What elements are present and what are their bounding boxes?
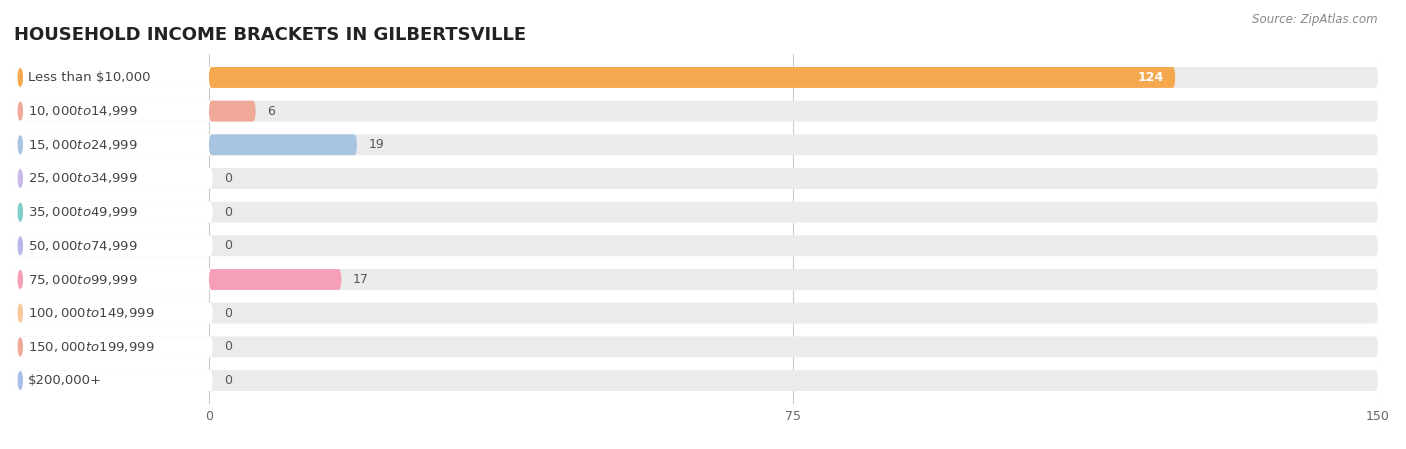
FancyBboxPatch shape [14, 336, 1378, 357]
FancyBboxPatch shape [14, 101, 212, 122]
Circle shape [18, 372, 22, 389]
Text: 19: 19 [368, 138, 384, 151]
Circle shape [18, 304, 22, 322]
FancyBboxPatch shape [14, 336, 212, 357]
Text: 0: 0 [225, 307, 232, 320]
Circle shape [18, 170, 22, 187]
Circle shape [18, 69, 22, 86]
Text: 17: 17 [353, 273, 368, 286]
Text: $150,000 to $199,999: $150,000 to $199,999 [28, 340, 155, 354]
FancyBboxPatch shape [14, 202, 1378, 223]
FancyBboxPatch shape [14, 303, 212, 324]
FancyBboxPatch shape [14, 101, 1378, 122]
FancyBboxPatch shape [14, 67, 212, 88]
Text: $25,000 to $34,999: $25,000 to $34,999 [28, 172, 138, 185]
FancyBboxPatch shape [14, 168, 1378, 189]
Text: 0: 0 [225, 239, 232, 252]
Text: $15,000 to $24,999: $15,000 to $24,999 [28, 138, 138, 152]
FancyBboxPatch shape [14, 235, 212, 256]
FancyBboxPatch shape [14, 370, 212, 391]
Text: HOUSEHOLD INCOME BRACKETS IN GILBERTSVILLE: HOUSEHOLD INCOME BRACKETS IN GILBERTSVIL… [14, 26, 526, 44]
Text: Source: ZipAtlas.com: Source: ZipAtlas.com [1253, 13, 1378, 26]
FancyBboxPatch shape [14, 134, 212, 155]
Text: 6: 6 [267, 105, 276, 118]
Circle shape [18, 338, 22, 356]
FancyBboxPatch shape [14, 303, 1378, 324]
Circle shape [18, 136, 22, 154]
Text: $200,000+: $200,000+ [28, 374, 103, 387]
FancyBboxPatch shape [209, 101, 256, 122]
Text: $35,000 to $49,999: $35,000 to $49,999 [28, 205, 138, 219]
Text: $100,000 to $149,999: $100,000 to $149,999 [28, 306, 155, 320]
Text: $75,000 to $99,999: $75,000 to $99,999 [28, 273, 138, 286]
FancyBboxPatch shape [14, 370, 1378, 391]
Text: $50,000 to $74,999: $50,000 to $74,999 [28, 239, 138, 253]
FancyBboxPatch shape [14, 202, 212, 223]
FancyBboxPatch shape [14, 269, 1378, 290]
Text: $10,000 to $14,999: $10,000 to $14,999 [28, 104, 138, 118]
FancyBboxPatch shape [14, 235, 1378, 256]
FancyBboxPatch shape [14, 134, 1378, 155]
Text: 124: 124 [1137, 71, 1164, 84]
Text: Less than $10,000: Less than $10,000 [28, 71, 150, 84]
FancyBboxPatch shape [209, 269, 342, 290]
FancyBboxPatch shape [14, 168, 212, 189]
Circle shape [18, 237, 22, 255]
Circle shape [18, 271, 22, 288]
Circle shape [18, 203, 22, 221]
FancyBboxPatch shape [209, 67, 1175, 88]
FancyBboxPatch shape [209, 134, 357, 155]
Text: 0: 0 [225, 374, 232, 387]
Text: 0: 0 [225, 206, 232, 219]
FancyBboxPatch shape [14, 67, 1378, 88]
Text: 0: 0 [225, 172, 232, 185]
FancyBboxPatch shape [14, 269, 212, 290]
Text: 0: 0 [225, 340, 232, 353]
Circle shape [18, 102, 22, 120]
